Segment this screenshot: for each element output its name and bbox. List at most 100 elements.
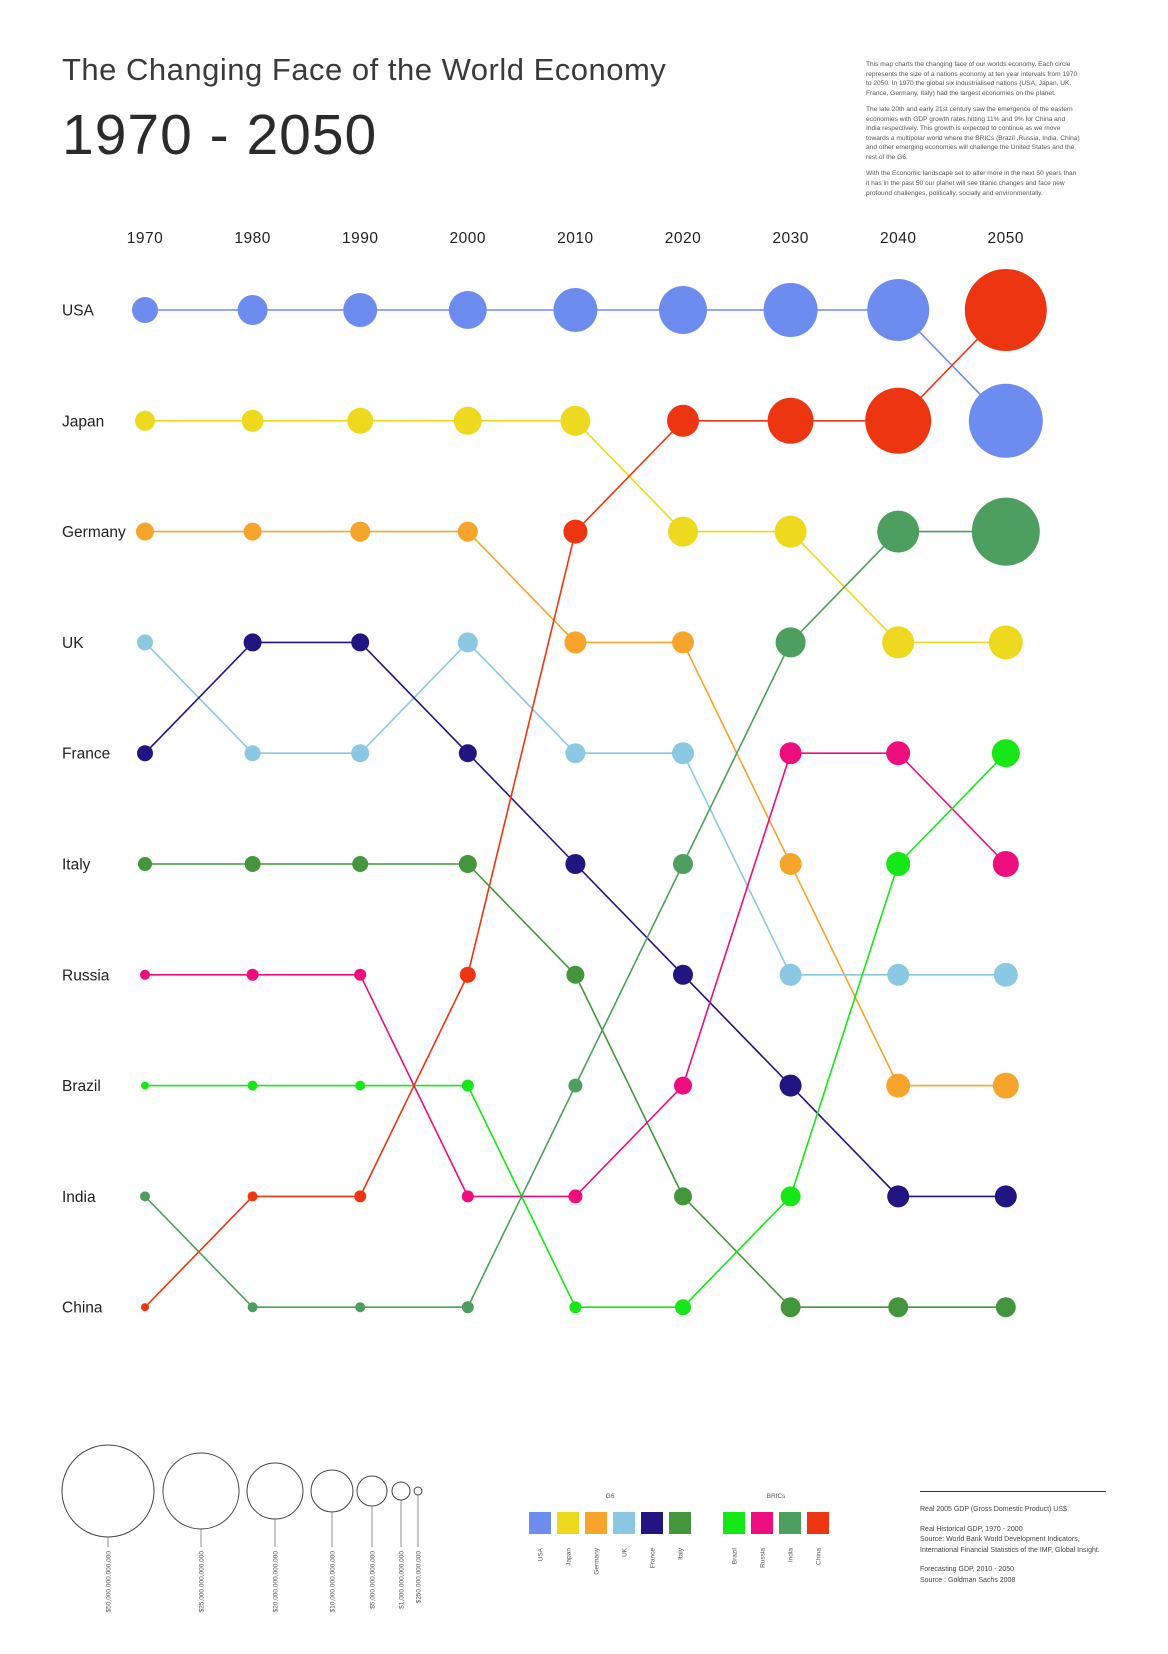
size-legend-circle bbox=[61, 1444, 155, 1538]
trend-line-france bbox=[144, 641, 1006, 1198]
gdp-bubble-usa-2030 bbox=[763, 283, 818, 337]
size-legend-circle bbox=[162, 1452, 240, 1530]
legend-swatch-india bbox=[779, 1512, 801, 1534]
gdp-bubble-japan-1980 bbox=[241, 409, 264, 432]
gdp-bubble-germany-2040 bbox=[886, 1073, 911, 1098]
year-label-2030: 2030 bbox=[772, 230, 808, 247]
gdp-bubble-uk-1980 bbox=[244, 745, 261, 762]
gdp-bubble-india-1970 bbox=[140, 1191, 150, 1202]
legend-swatch-label-usa: USA bbox=[538, 1547, 545, 1561]
gdp-bubble-russia-2020 bbox=[674, 1076, 692, 1095]
trend-line-germany bbox=[145, 530, 1006, 1087]
row-label-italy: Italy bbox=[62, 857, 91, 874]
gdp-bubble-brazil-2040 bbox=[886, 852, 911, 876]
gdp-bubble-russia-1970 bbox=[140, 969, 150, 980]
legend-swatch-russia bbox=[751, 1512, 773, 1534]
gdp-bubble-india-2040 bbox=[877, 510, 920, 553]
gdp-bubble-uk-2030 bbox=[779, 963, 802, 986]
gdp-bubble-italy-2020 bbox=[674, 1187, 692, 1206]
source-historical-detail: Source: World Bank World Development Ind… bbox=[920, 1536, 1100, 1554]
size-legend-value: $250,000,000,000 bbox=[416, 1551, 423, 1604]
gdp-bubble-japan-2040 bbox=[882, 626, 915, 659]
row-label-france: France bbox=[62, 746, 110, 763]
year-label-2000: 2000 bbox=[450, 230, 486, 247]
gdp-bubble-brazil-2050 bbox=[991, 739, 1020, 768]
gdp-bubble-germany-2020 bbox=[672, 631, 694, 654]
size-legend-value: $20,000,000,000,000 bbox=[273, 1551, 280, 1613]
gdp-bubble-brazil-2010 bbox=[569, 1301, 582, 1314]
legend-swatch-brazil bbox=[723, 1512, 745, 1534]
gdp-bubble-germany-2030 bbox=[779, 853, 802, 875]
source-divider bbox=[920, 1491, 1106, 1492]
legend-swatch-italy bbox=[669, 1512, 691, 1534]
gdp-bubble-uk-2020 bbox=[672, 742, 694, 765]
legend-swatch-label-russia: Russia bbox=[760, 1548, 767, 1568]
gdp-bubble-germany-2000 bbox=[457, 521, 478, 542]
year-label-2040: 2040 bbox=[880, 230, 916, 247]
gdp-bubble-france-2000 bbox=[458, 744, 477, 763]
gdp-bubble-japan-2010 bbox=[560, 405, 591, 436]
gdp-bubble-india-2000 bbox=[461, 1301, 474, 1314]
gdp-bubble-uk-1990 bbox=[351, 744, 370, 763]
legend-group-brics: BRICs bbox=[767, 1493, 787, 1500]
intro-paragraph-2: The late 20th and early 21st century saw… bbox=[866, 106, 1080, 161]
row-label-brazil: Brazil bbox=[62, 1078, 101, 1095]
gdp-bubble-india-2010 bbox=[568, 1078, 583, 1093]
row-label-germany: Germany bbox=[62, 524, 126, 541]
gdp-bubble-italy-1980 bbox=[244, 856, 261, 872]
size-legend-value: $10,000,000,000,000 bbox=[330, 1551, 337, 1613]
legend-swatch-label-italy: Italy bbox=[678, 1547, 685, 1560]
gdp-bubble-india-1980 bbox=[247, 1302, 258, 1313]
gdp-bubble-russia-2040 bbox=[886, 741, 911, 766]
gdp-bubble-france-2050 bbox=[994, 1185, 1017, 1208]
gdp-bubble-italy-2010 bbox=[566, 965, 585, 984]
trend-line-brazil bbox=[145, 752, 1007, 1308]
gdp-bubble-usa-2040 bbox=[867, 279, 930, 341]
year-label-1980: 1980 bbox=[234, 230, 270, 247]
gdp-bubble-usa-2050 bbox=[968, 383, 1043, 458]
gdp-bubble-brazil-2030 bbox=[780, 1186, 801, 1207]
source-historical: Real Historical GDP, 1970 - 2000 bbox=[920, 1525, 1023, 1533]
gdp-bubble-uk-2000 bbox=[457, 632, 478, 653]
source-heading: Real 2005 GDP (Gross Domestic Product) U… bbox=[920, 1506, 1067, 1513]
gdp-bubble-brazil-2020 bbox=[675, 1299, 691, 1316]
trend-line-uk bbox=[144, 641, 1006, 976]
gdp-bubble-germany-1990 bbox=[350, 521, 371, 542]
year-label-2050: 2050 bbox=[988, 230, 1024, 247]
gdp-bubble-russia-1980 bbox=[246, 968, 259, 981]
gdp-bubble-china-1980 bbox=[247, 1191, 258, 1202]
gdp-bubble-brazil-2000 bbox=[461, 1079, 474, 1092]
gdp-bubble-uk-2050 bbox=[993, 962, 1018, 987]
intro-paragraph-3: With the Economic landscape set to alter… bbox=[866, 170, 1077, 197]
gdp-bubble-japan-1990 bbox=[347, 407, 374, 434]
gdp-bubble-japan-2050 bbox=[988, 625, 1023, 660]
gdp-bubble-brazil-1990 bbox=[355, 1080, 366, 1091]
size-legend-circle bbox=[246, 1462, 304, 1520]
legend-swatch-label-china: China bbox=[816, 1548, 823, 1565]
gdp-bubble-germany-1980 bbox=[243, 522, 262, 541]
size-legend-value: $5,000,000,000,000 bbox=[370, 1551, 377, 1609]
row-label-uk: UK bbox=[62, 635, 84, 652]
gdp-bubble-china-2050 bbox=[964, 269, 1047, 351]
source-notes: Real 2005 GDP (Gross Domestic Product) U… bbox=[920, 1491, 1112, 1586]
size-legend-circle bbox=[391, 1481, 411, 1501]
size-legend-value: $25,000,000,000,000 bbox=[199, 1551, 206, 1613]
legend-swatch-label-japan: Japan bbox=[566, 1548, 573, 1566]
poster-title: The Changing Face of the World Economy bbox=[62, 52, 667, 87]
year-label-2010: 2010 bbox=[557, 230, 593, 247]
gdp-bubble-italy-2050 bbox=[995, 1297, 1016, 1318]
legend-swatch-label-france: France bbox=[650, 1548, 657, 1569]
gdp-bubble-italy-2030 bbox=[780, 1297, 801, 1318]
gdp-bubble-italy-1970 bbox=[138, 857, 152, 871]
gdp-bubble-usa-1970 bbox=[132, 297, 158, 323]
gdp-bubble-japan-2020 bbox=[668, 516, 698, 547]
legend-swatch-usa bbox=[529, 1512, 551, 1534]
gdp-bubble-uk-2010 bbox=[565, 743, 586, 764]
gdp-bubble-japan-2000 bbox=[453, 406, 482, 435]
row-label-china: China bbox=[62, 1300, 103, 1317]
gdp-bubble-usa-2000 bbox=[448, 291, 487, 329]
size-legend-circle bbox=[356, 1475, 388, 1507]
gdp-bubble-india-2020 bbox=[673, 854, 693, 874]
